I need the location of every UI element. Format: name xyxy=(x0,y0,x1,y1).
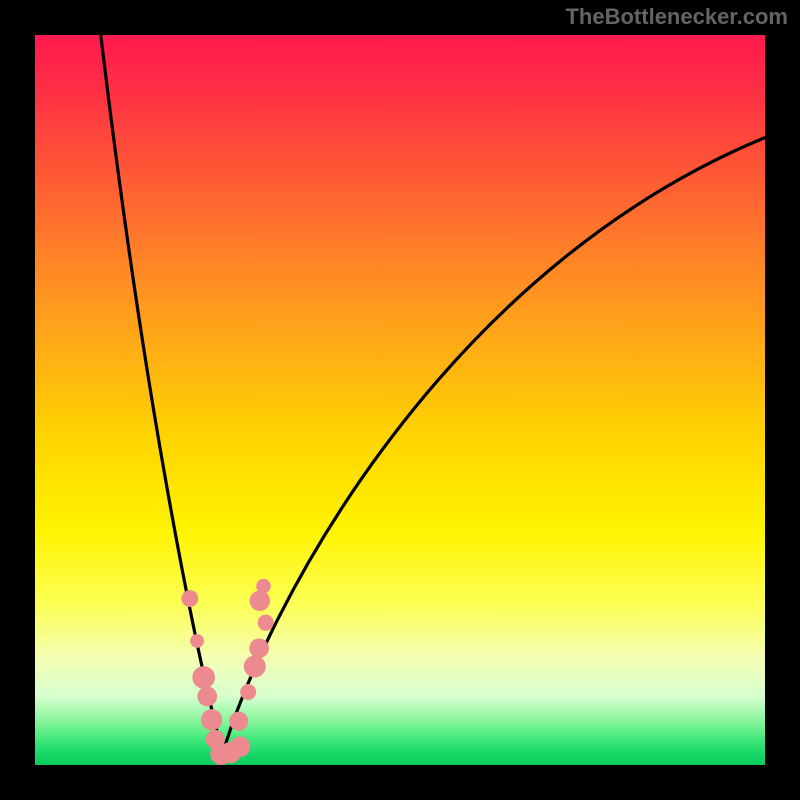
data-marker xyxy=(201,709,222,730)
data-marker xyxy=(244,656,266,678)
plot-area xyxy=(35,0,794,765)
data-marker xyxy=(190,634,204,648)
data-marker xyxy=(258,615,274,631)
bottleneck-chart xyxy=(0,0,800,800)
data-marker xyxy=(229,712,248,731)
data-marker xyxy=(240,684,256,700)
data-marker xyxy=(192,666,215,689)
data-marker xyxy=(181,590,198,607)
heatmap-background xyxy=(35,35,765,765)
data-marker xyxy=(249,638,269,658)
data-marker xyxy=(197,687,217,707)
data-marker xyxy=(250,591,270,611)
data-marker xyxy=(230,737,250,757)
data-marker xyxy=(256,579,271,594)
